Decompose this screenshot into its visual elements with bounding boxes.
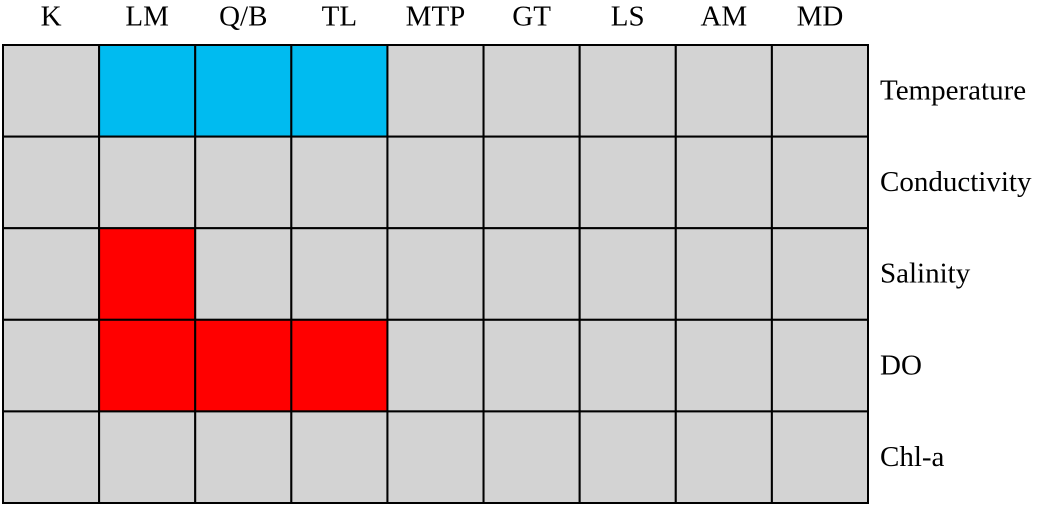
cell [482,44,581,138]
row-label: DO [880,349,922,381]
cell [290,410,389,504]
cell [194,135,293,230]
cell [482,318,581,413]
row-label: Conductivity [880,166,1032,198]
row-label: Salinity [880,258,971,290]
cell [98,135,197,230]
cell [386,135,485,230]
cell [770,410,870,504]
cell [290,318,389,413]
cell [98,410,197,504]
cell [674,227,773,321]
column-label: LS [611,1,645,33]
cell [386,318,485,413]
cell [482,410,581,504]
column-label: GT [512,1,551,33]
cell [674,410,773,504]
cell [770,318,870,413]
cell [386,227,485,321]
column-label: TL [322,1,357,33]
cell [674,318,773,413]
cell [482,227,581,321]
cell [2,44,101,138]
column-label: MTP [406,1,466,33]
column-label: K [41,1,62,33]
cell [578,410,677,504]
cell [578,227,677,321]
cell [386,410,485,504]
cell [770,227,870,321]
cell [386,44,485,138]
cell [674,44,773,138]
cell [578,135,677,230]
cell [290,44,389,138]
cell [98,227,197,321]
cell [98,318,197,413]
cell [194,410,293,504]
row-label: Chl-a [880,441,945,473]
cell [482,135,581,230]
cell [2,410,101,504]
cell [578,318,677,413]
cell [290,135,389,230]
column-label: LM [125,1,169,33]
row-label: Temperature [880,74,1026,106]
cell [194,318,293,413]
cell [2,227,101,321]
column-label: AM [700,1,747,33]
cell [674,135,773,230]
cell [194,44,293,138]
cell [290,227,389,321]
cell [98,44,197,138]
cell [578,44,677,138]
cell [770,135,870,230]
cell [770,44,870,138]
cell [2,318,101,413]
column-label: Q/B [219,1,267,33]
cell [194,227,293,321]
cell [2,135,101,230]
column-label: MD [797,1,844,33]
